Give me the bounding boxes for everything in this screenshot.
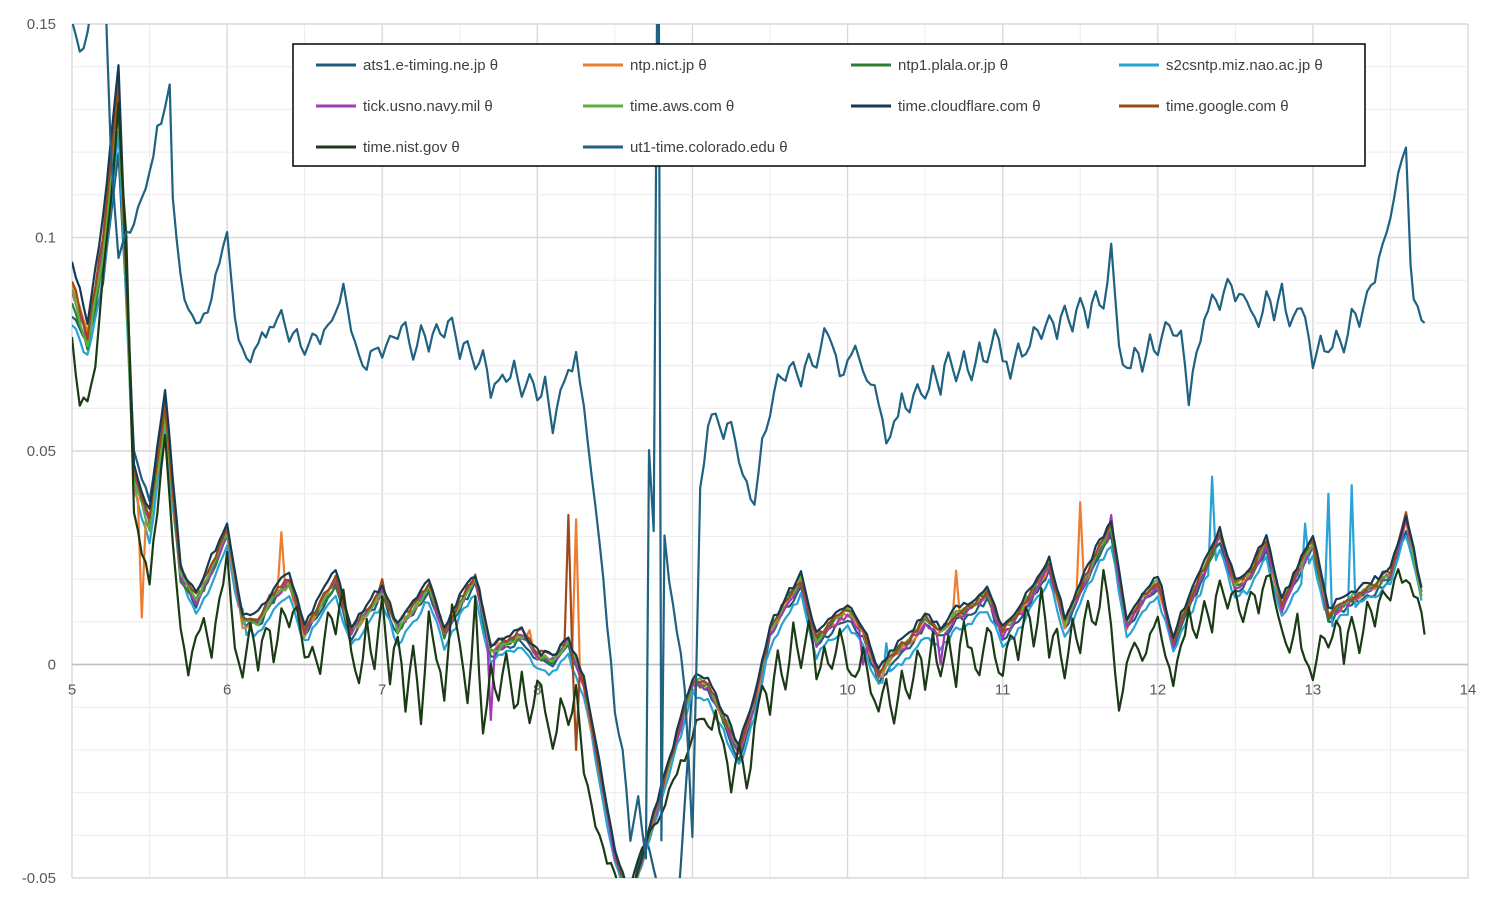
series-line-time-nist-gov: [72, 102, 1426, 878]
x-tick-label: 12: [1149, 682, 1166, 699]
legend-item: ntp1.plala.or.jp θ: [851, 57, 1008, 74]
x-tick-label: 13: [1305, 682, 1322, 699]
legend-item: tick.usno.navy.mil θ: [316, 98, 493, 115]
y-tick-label: 0.15: [27, 16, 56, 33]
series-line-time-google-com: [72, 80, 1423, 878]
legend-label: ntp.nict.jp θ: [630, 57, 707, 74]
x-tick-label: 11: [995, 682, 1011, 699]
legend-label: time.cloudflare.com θ: [898, 98, 1041, 115]
legend-box: [292, 43, 1366, 167]
legend-item: ut1-time.colorado.edu θ: [583, 139, 788, 156]
legend-item: time.aws.com θ: [583, 98, 734, 115]
series-line-s2csntp-miz-nao-ac-jp: [72, 130, 1423, 878]
legend-label: time.google.com θ: [1166, 98, 1289, 115]
legend-label: time.nist.gov θ: [363, 139, 460, 156]
legend-label: time.aws.com θ: [630, 98, 734, 115]
y-tick-label: 0.1: [35, 230, 56, 247]
legend-item: s2csntp.miz.nao.ac.jp θ: [1119, 57, 1323, 74]
legend-label: ut1-time.colorado.edu θ: [630, 139, 788, 156]
legend-item: time.google.com θ: [1119, 98, 1289, 115]
legend-label: ntp1.plala.or.jp θ: [898, 57, 1008, 74]
legend-label: s2csntp.miz.nao.ac.jp θ: [1166, 57, 1323, 74]
x-tick-label: 14: [1460, 682, 1477, 699]
legend-item: ntp.nict.jp θ: [583, 57, 707, 74]
legend-item: time.cloudflare.com θ: [851, 98, 1041, 115]
y-tick-label: -0.05: [22, 870, 56, 887]
series-line-ut1-time-colorado-edu: [72, 24, 1426, 860]
axes: 5 6 7 8 9 10 11 12 13 140.150.10.050-0.05: [22, 16, 1477, 887]
legend-label: ats1.e-timing.ne.jp θ: [363, 57, 498, 74]
x-tick-label: 6: [223, 682, 231, 699]
series-group: [72, 24, 1426, 878]
legend-item: time.nist.gov θ: [316, 139, 460, 156]
y-tick-label: 0: [48, 657, 56, 674]
series-line-time-cloudflare-com: [72, 64, 1423, 878]
x-tick-label: 7: [378, 682, 386, 699]
x-tick-label: 10: [839, 682, 856, 699]
legend-label: tick.usno.navy.mil θ: [363, 98, 493, 115]
x-tick-label: 8: [533, 682, 541, 699]
legend-item: ats1.e-timing.ne.jp θ: [316, 57, 498, 74]
x-tick-label: 5: [68, 682, 76, 699]
legend: ats1.e-timing.ne.jp θ ntp.nict.jp θ ntp1.p…: [292, 43, 1366, 167]
y-tick-label: 0.05: [27, 443, 56, 460]
